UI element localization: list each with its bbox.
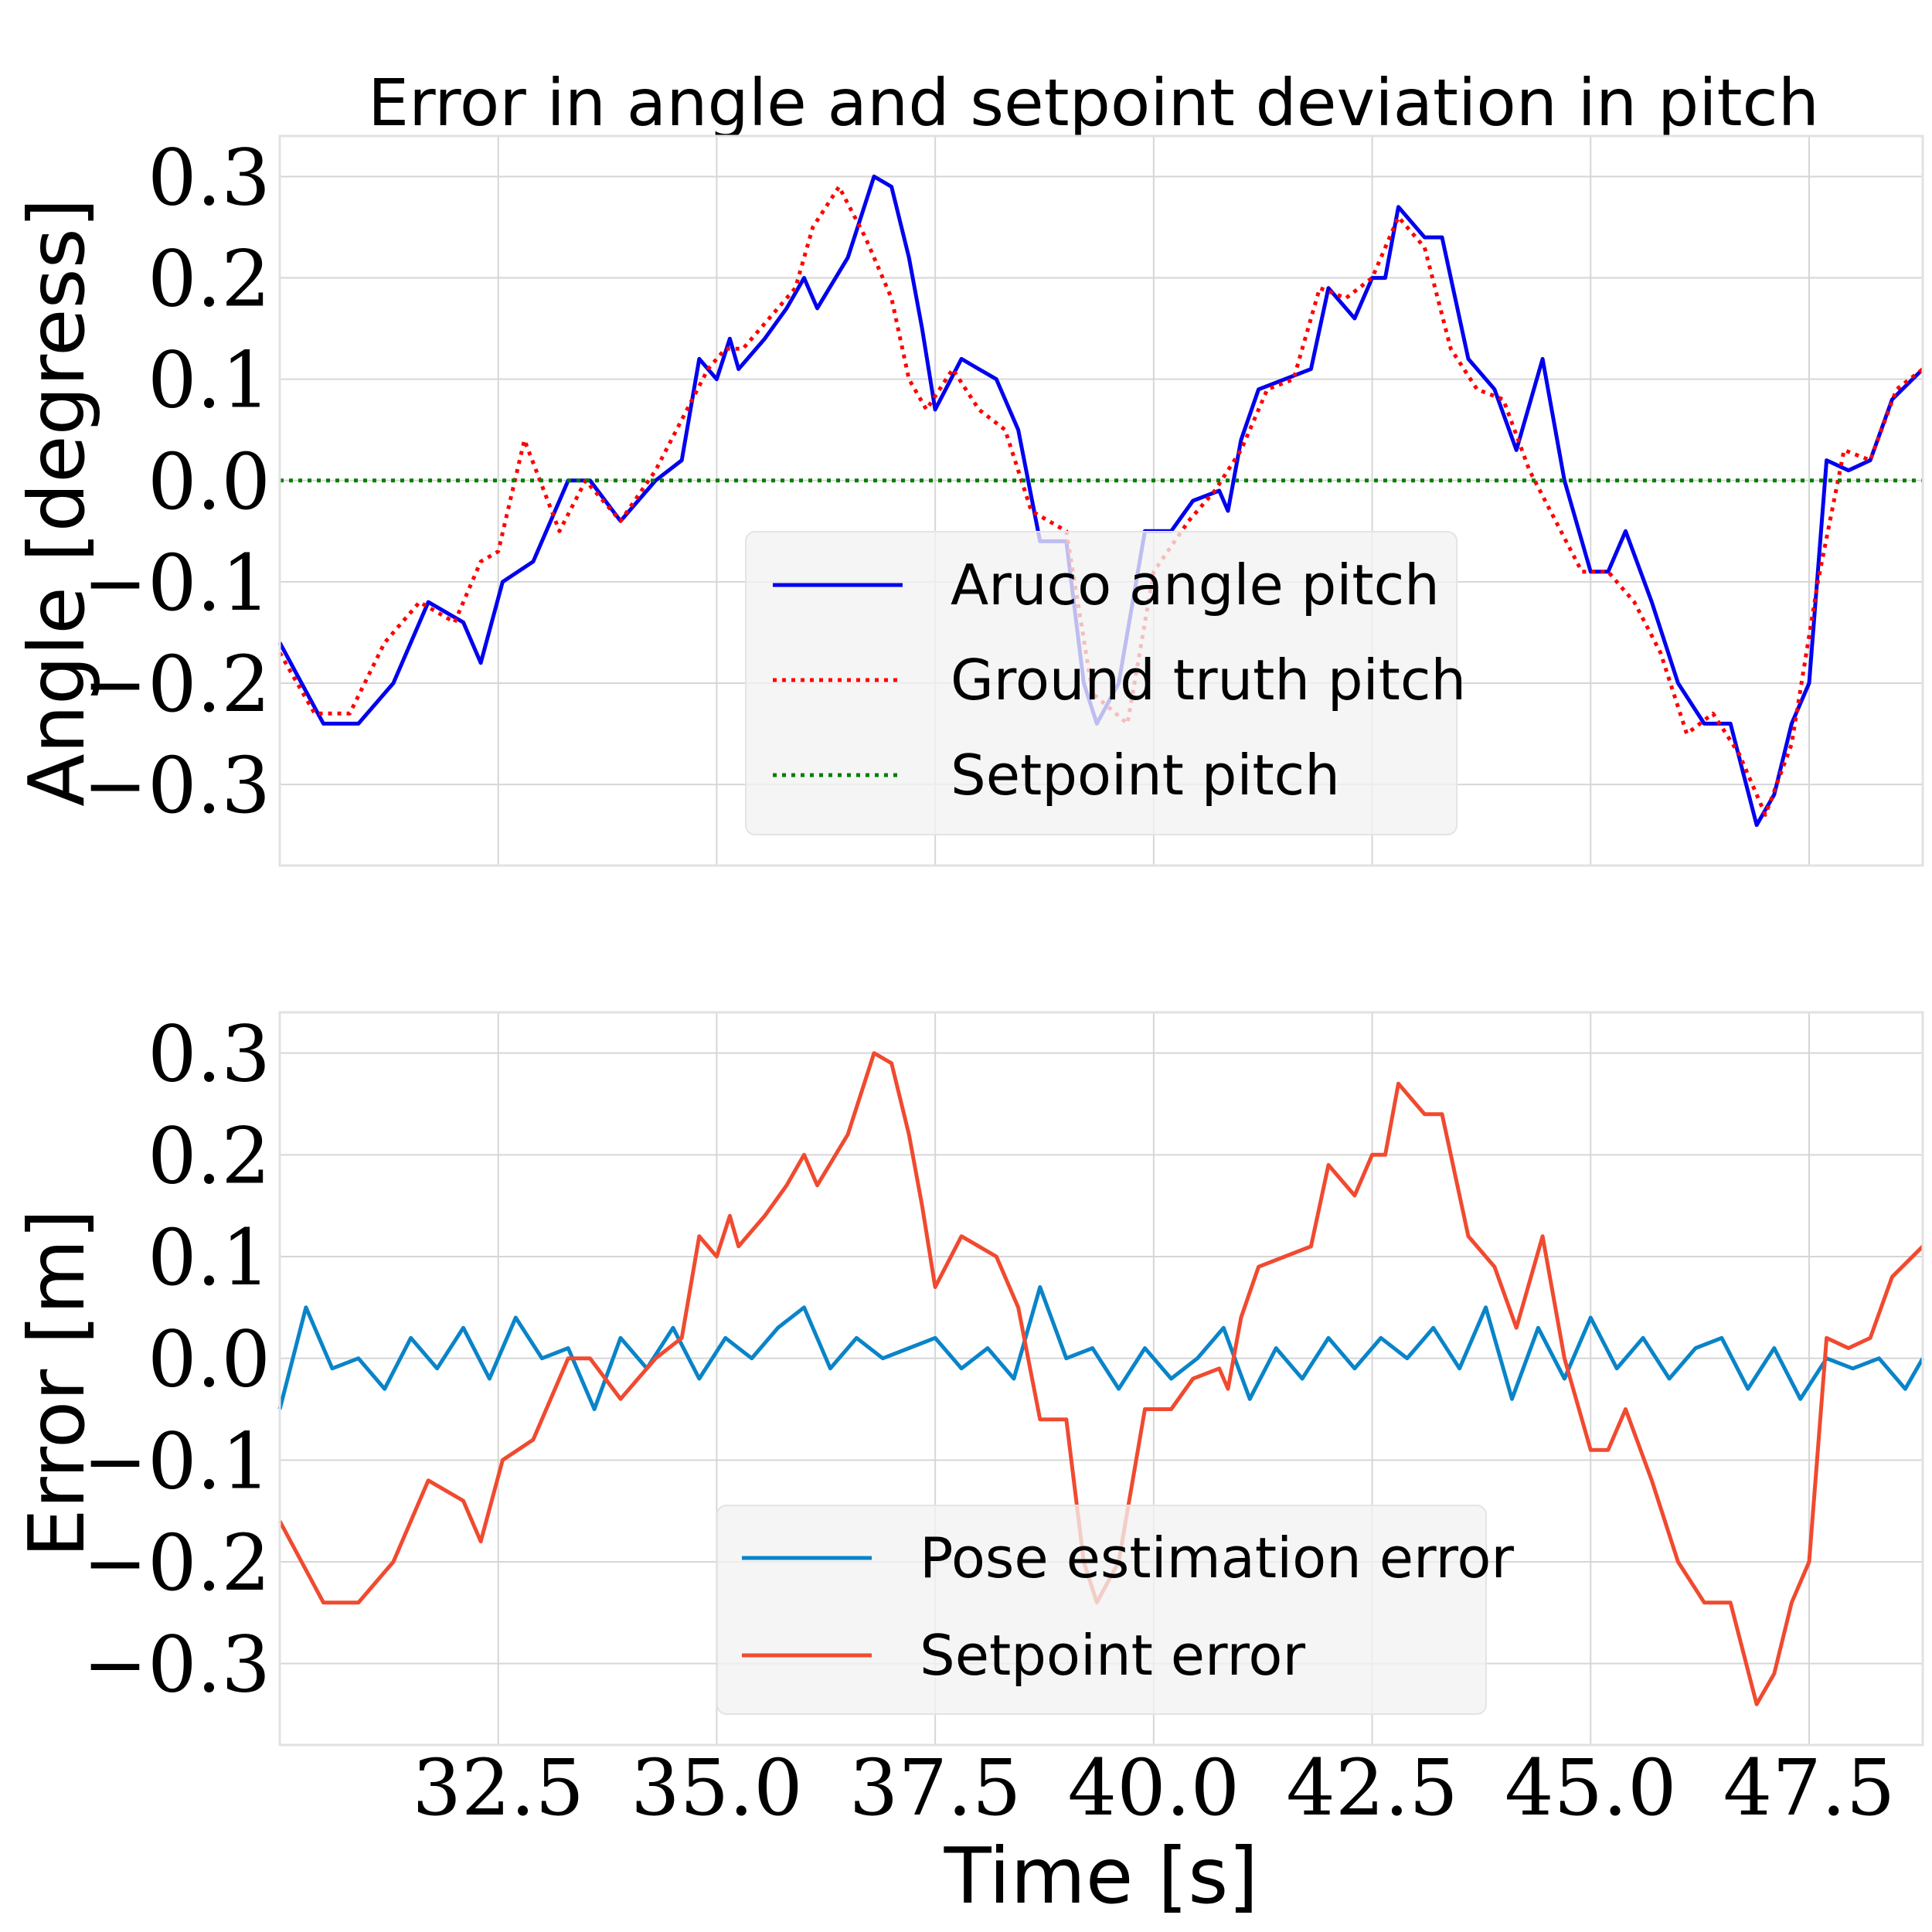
y-tick-label-bottom: 0.3 [148,1009,270,1100]
y-tick-label-top: 0.3 [148,132,270,223]
x-tick-label: 37.5 [849,1743,1022,1833]
x-tick-label: 40.0 [1068,1743,1240,1833]
x-tick-label: 45.0 [1505,1743,1677,1833]
series-line-setpoint-error [277,1051,1924,1706]
y-tick-label-bottom: 0.0 [148,1315,270,1405]
y-ticks-top: 0.3 0.2 0.1 0.0 −0.1 −0.2 −0.3 [83,132,270,831]
x-ticks-bottom: 32.5 35.0 37.5 40.0 42.5 45.0 47.5 [412,1743,1895,1833]
legend-top: Aruco angle pitch Ground truth pitch Set… [745,531,1466,835]
x-tick-label: 35.0 [631,1743,803,1833]
y-tick-label-top: −0.3 [83,740,270,831]
x-tick-label: 47.5 [1723,1743,1896,1833]
legend-label-setpoint-error: Setpoint error [920,1623,1305,1688]
y-tick-label-top: 0.1 [148,335,270,426]
y-tick-label-bottom: 0.2 [148,1111,270,1201]
x-axis-label: Time [s] [944,1831,1259,1921]
plot-frame-top [278,134,1924,867]
y-tick-label-top: −0.2 [83,639,270,730]
series-line-pose-estimation-error [277,1285,1925,1411]
legend-label-aruco: Aruco angle pitch [951,553,1440,617]
legend-label-pose-error: Pose estimation error [920,1526,1514,1590]
y-tick-label-top: −0.1 [83,538,270,628]
x-tick-label: 42.5 [1286,1743,1458,1833]
y-axis-label-bottom: Error [m] [12,1209,102,1558]
legend-label-setpoint: Setpoint pitch [951,743,1340,808]
y-tick-label-bottom: −0.3 [83,1620,270,1710]
y-ticks-bottom: 0.3 0.2 0.1 0.0 −0.1 −0.2 −0.3 [83,1009,270,1710]
chart-angle: Error in angle and setpoint deviation in… [12,65,1924,867]
plot-frame-bottom [278,1011,1924,1747]
y-tick-label-top: 0.0 [148,437,270,527]
y-axis-label-top: Angle [degress] [12,198,102,807]
legend-bottom: Pose estimation error Setpoint error [716,1505,1514,1715]
chart-error: 0.3 0.2 0.1 0.0 −0.1 −0.2 −0.3 32.5 35.0 37.5 40.… [12,1009,1925,1921]
series-lines-bottom [277,1051,1925,1706]
legend-label-ground-truth: Ground truth pitch [951,648,1466,713]
y-tick-label-bottom: 0.1 [148,1213,270,1303]
x-tick-label: 32.5 [412,1743,584,1833]
y-tick-label-bottom: −0.2 [83,1518,270,1608]
y-tick-label-top: 0.2 [148,234,270,325]
y-tick-label-bottom: −0.1 [83,1416,270,1506]
chart-title: Error in angle and setpoint deviation in… [368,65,1819,141]
